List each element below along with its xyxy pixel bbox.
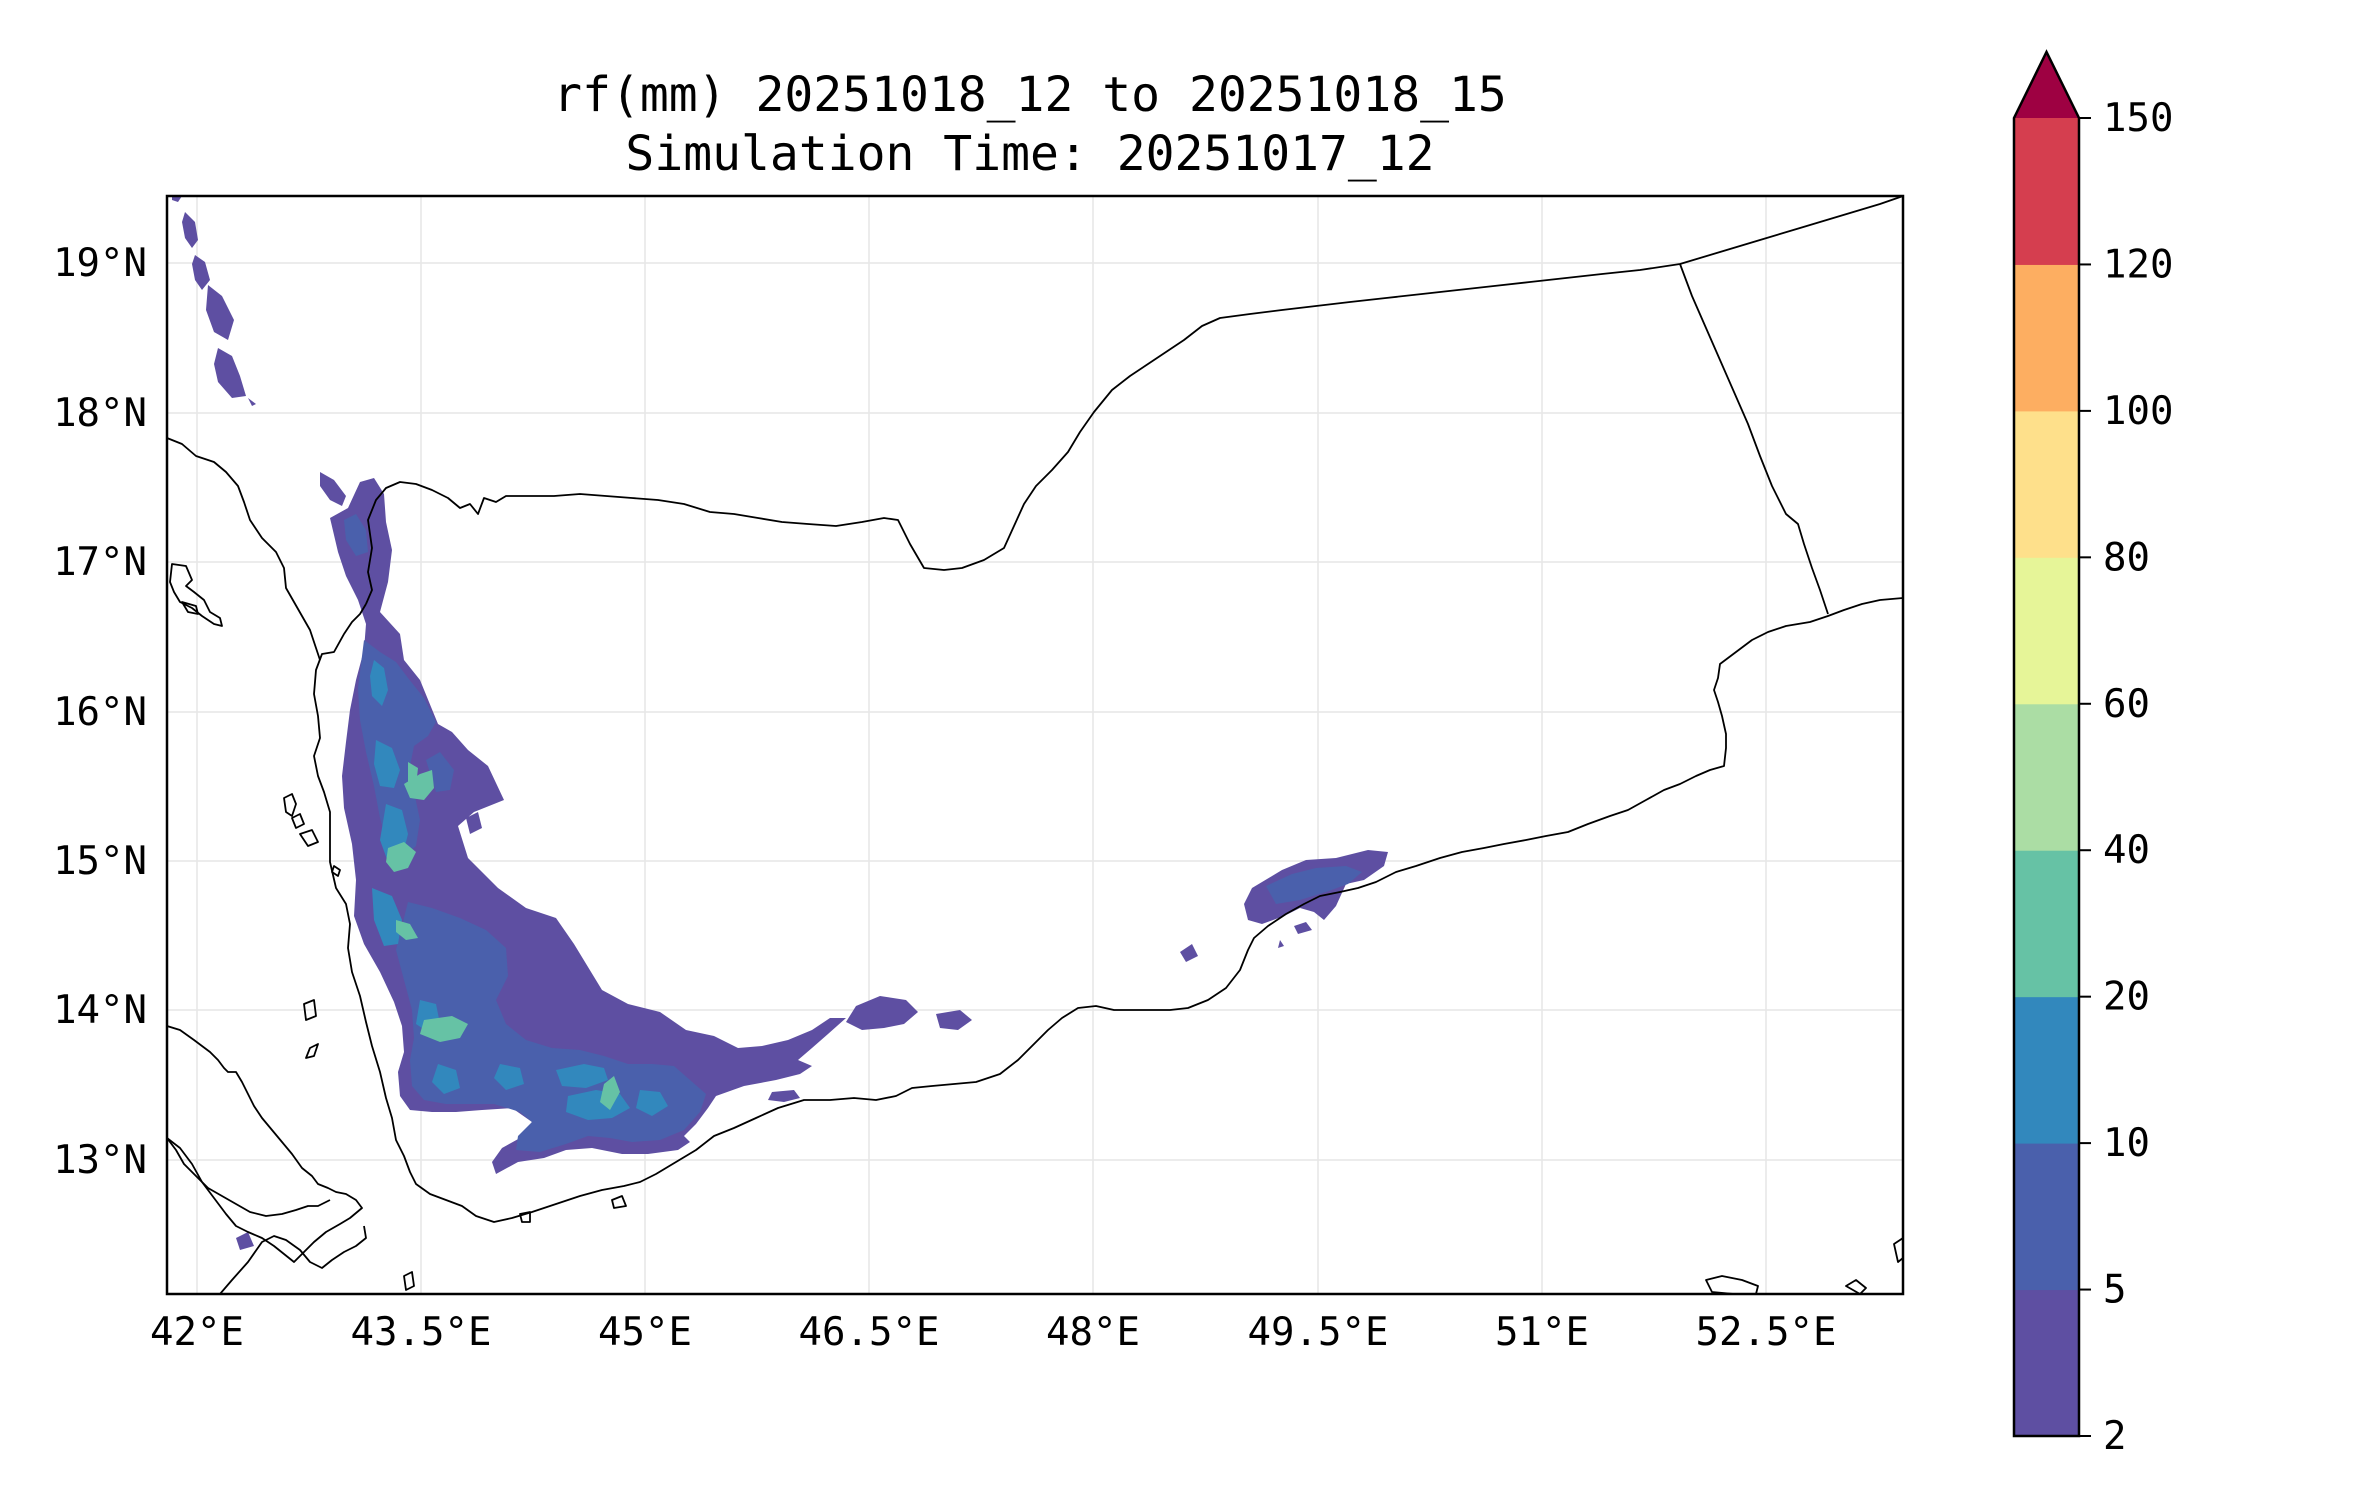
colorbar-segment	[2014, 850, 2079, 998]
colorbar-tick-label: 40	[2103, 828, 2150, 873]
map-panel: 42°E 43.5°E 45°E 46.5°E 48°E 49.5°E 51°E…	[53, 194, 1905, 1355]
y-axis-tick-labels: 19°N 18°N 17°N 16°N 15°N 14°N 13°N	[53, 241, 147, 1183]
coastlines-and-borders	[167, 196, 1903, 1294]
coastline-socotra-archipelago	[1705, 1237, 1903, 1294]
coastline-bab-al-mandab-islands	[403, 1195, 627, 1291]
x-tick-label: 46.5°E	[799, 1310, 940, 1355]
colorbar-tick-label: 20	[2103, 975, 2150, 1020]
coastline-asir	[167, 437, 321, 661]
rain-area-20-40	[386, 762, 620, 1110]
y-tick-label: 14°N	[53, 988, 147, 1033]
x-tick-label: 43.5°E	[351, 1310, 492, 1355]
colorbar-tick-label: 100	[2103, 389, 2173, 434]
colorbar-tick-label: 150	[2103, 96, 2173, 141]
y-tick-label: 18°N	[53, 391, 147, 436]
colorbar-segment	[2014, 264, 2079, 412]
border-saudi-oman	[1679, 196, 1903, 265]
colorbar-extend-arrow	[2014, 52, 2079, 118]
colorbar: 2 5 10 20 40 60 80 100 120 150	[2012, 49, 2173, 1459]
colorbar-tick-label: 80	[2103, 535, 2150, 580]
colorbar-segments	[2014, 118, 2079, 1437]
x-tick-label: 49.5°E	[1248, 1310, 1389, 1355]
colorbar-segment	[2014, 703, 2079, 851]
rain-area-2-5	[172, 196, 1388, 1250]
colorbar-tick-label: 2	[2103, 1414, 2126, 1459]
coastline-kamaran-islands	[283, 793, 341, 1059]
gridlines	[167, 196, 1903, 1294]
colorbar-tick-label: 60	[2103, 682, 2150, 727]
colorbar-segment	[2014, 118, 2079, 265]
map-title-line2: Simulation Time: 20251017_12	[625, 126, 1434, 182]
border-yemen-oman	[1679, 263, 1829, 615]
x-tick-label: 42°E	[150, 1310, 244, 1355]
coastline-djibouti	[219, 1225, 367, 1294]
coastline-yemen-red-sea	[313, 597, 1903, 1223]
coastline-eritrea	[167, 1025, 363, 1263]
colorbar-segment	[2014, 410, 2079, 558]
coastline-farasan-islands	[169, 563, 223, 627]
colorbar-outline	[2012, 49, 2081, 1438]
map-title-line1: rf(mm) 20251018_12 to 20251018_15	[553, 67, 1507, 123]
colorbar-segment	[2014, 996, 2079, 1144]
y-tick-label: 17°N	[53, 540, 147, 585]
x-tick-label: 52.5°E	[1696, 1310, 1837, 1355]
y-tick-label: 19°N	[53, 241, 147, 286]
y-tick-label: 16°N	[53, 690, 147, 735]
y-tick-label: 15°N	[53, 839, 147, 884]
x-axis-tick-labels: 42°E 43.5°E 45°E 46.5°E 48°E 49.5°E 51°E…	[150, 1310, 1836, 1355]
map-frame	[165, 194, 1905, 1296]
rainfall-contours	[172, 196, 1388, 1250]
border-saudi-yemen	[365, 263, 1681, 605]
colorbar-segment	[2014, 557, 2079, 705]
colorbar-tick-label: 120	[2103, 242, 2173, 287]
x-tick-label: 45°E	[598, 1310, 692, 1355]
colorbar-ticks: 2 5 10 20 40 60 80 100 120 150	[2079, 96, 2173, 1459]
y-tick-label: 13°N	[53, 1138, 147, 1183]
x-tick-label: 51°E	[1495, 1310, 1589, 1355]
colorbar-segment	[2014, 1289, 2079, 1437]
colorbar-tick-label: 5	[2103, 1268, 2126, 1313]
x-tick-label: 48°E	[1046, 1310, 1140, 1355]
colorbar-segment	[2014, 1143, 2079, 1291]
rain-area-5-10	[344, 514, 1362, 1152]
border-eritrea-ethiopia	[167, 1137, 331, 1217]
colorbar-tick-label: 10	[2103, 1121, 2150, 1166]
